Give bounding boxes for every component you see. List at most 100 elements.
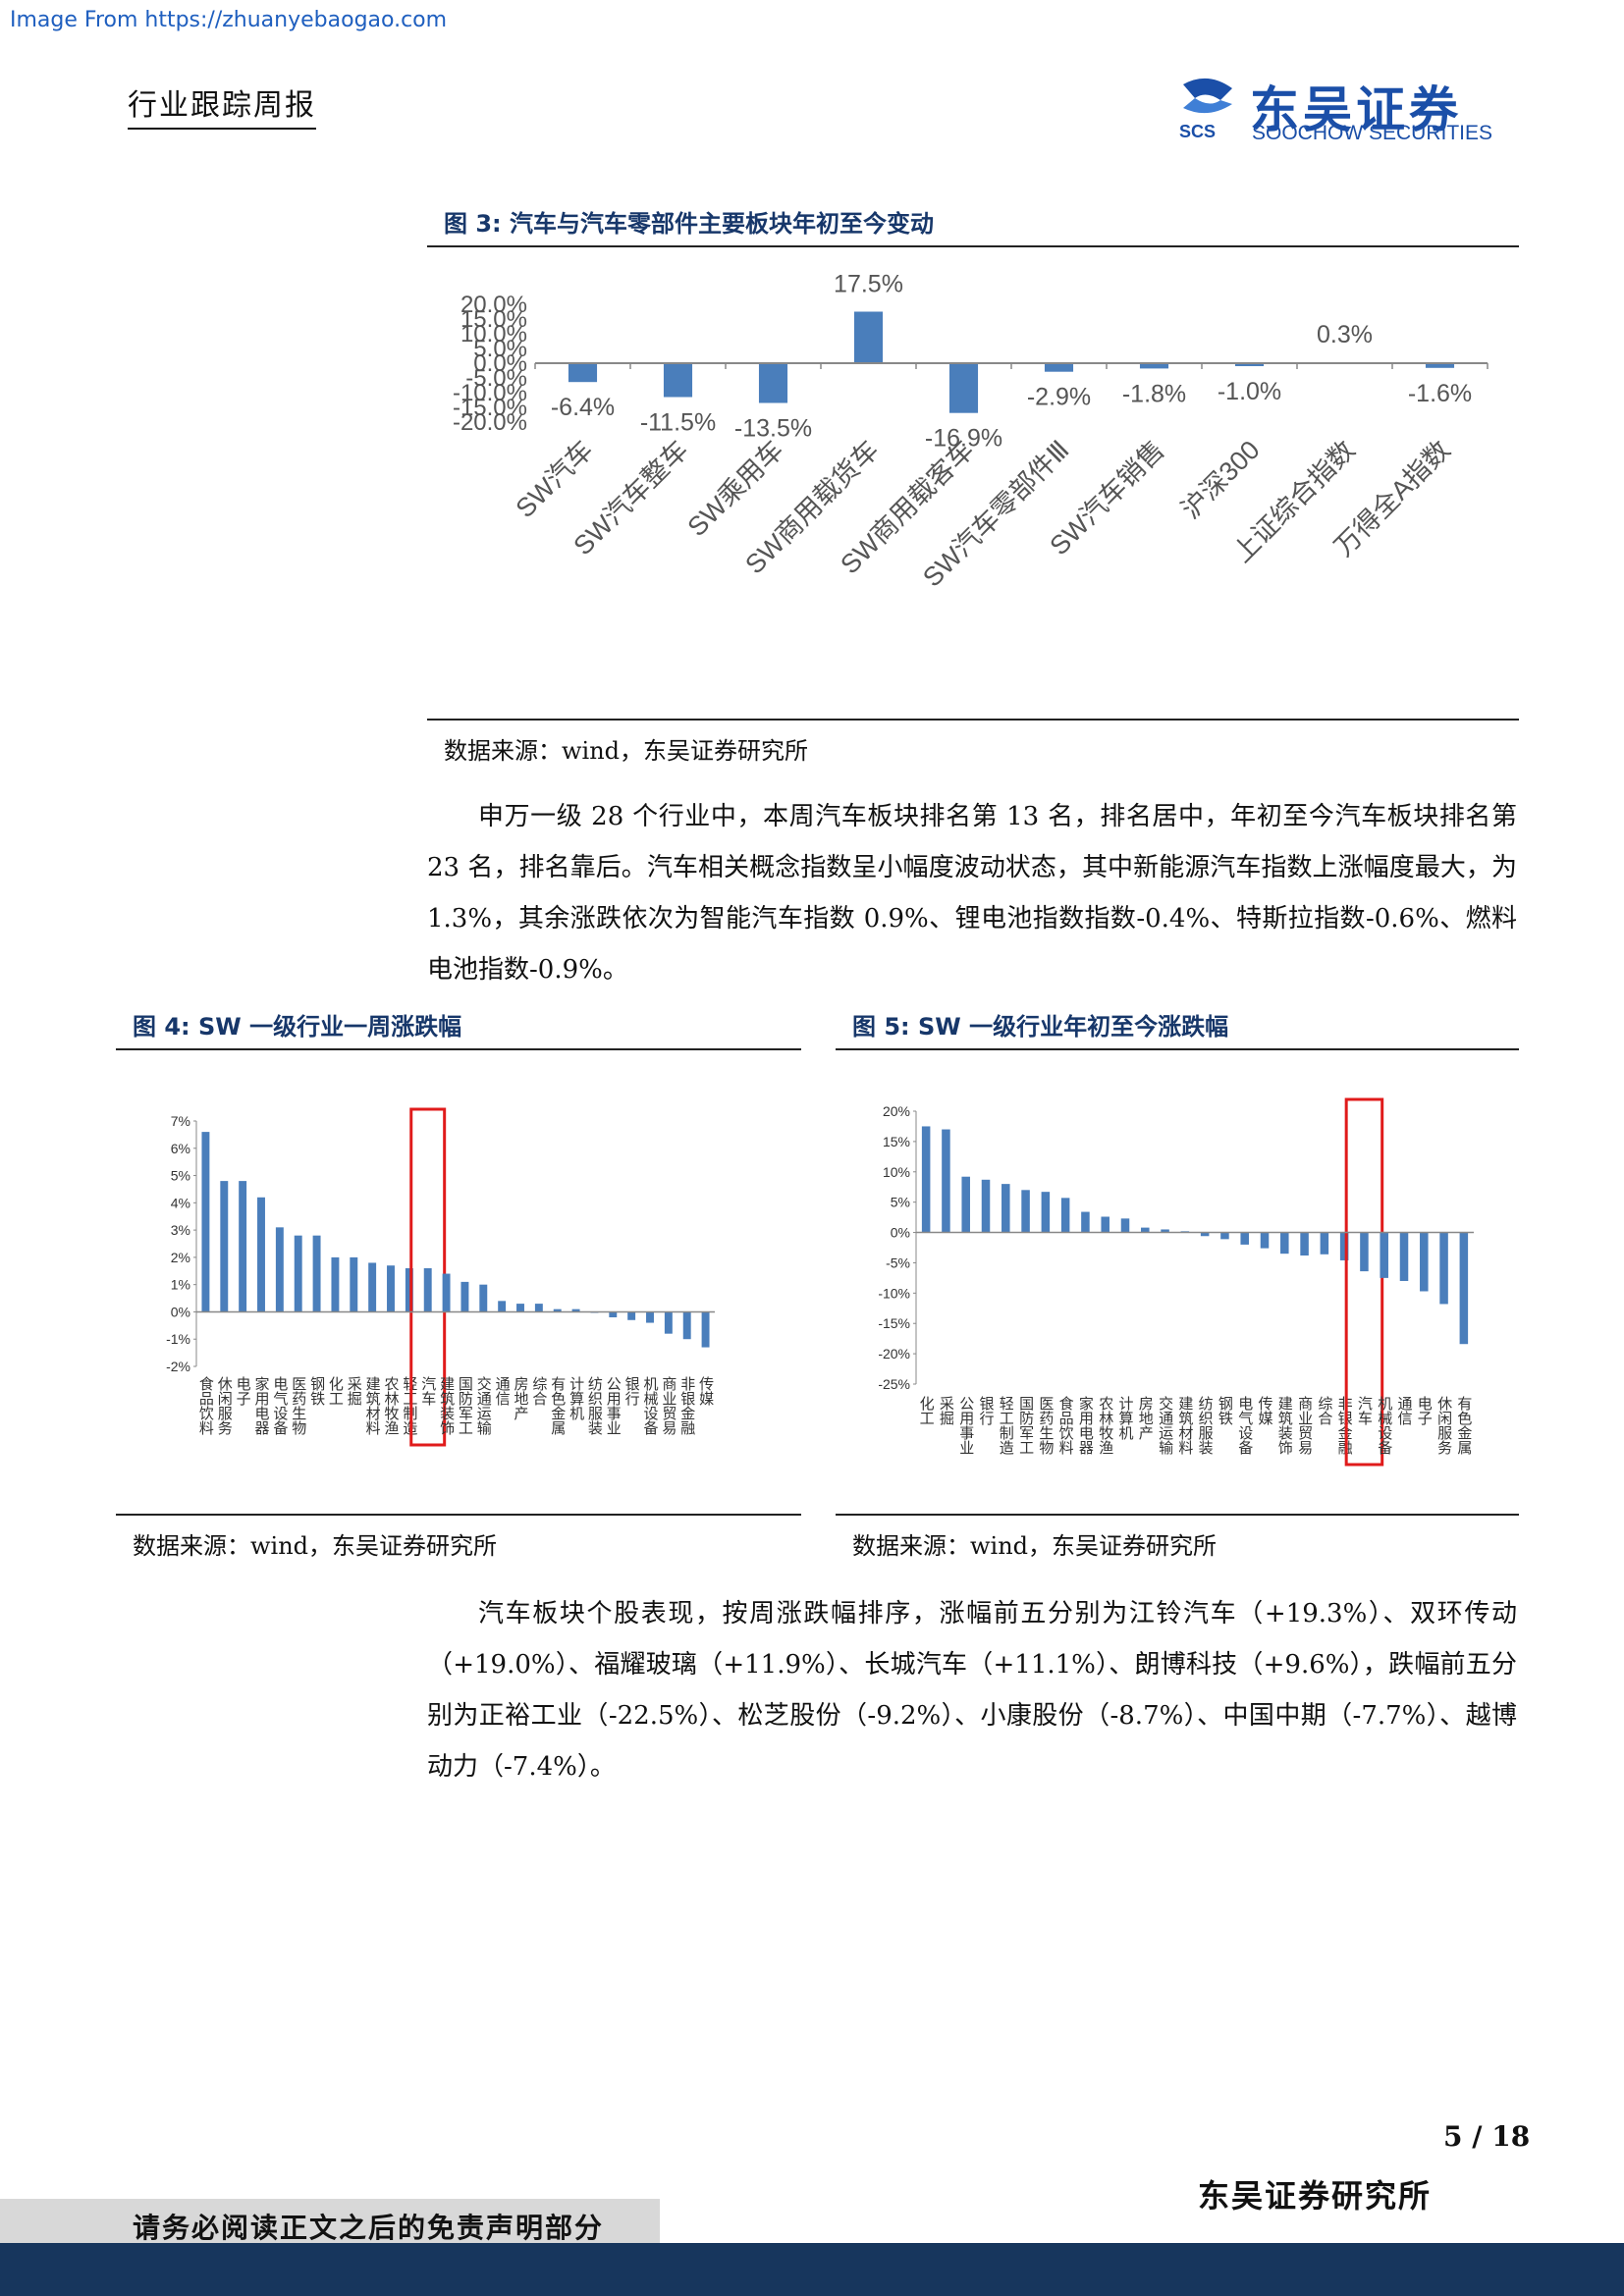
bar: [961, 1176, 970, 1233]
logo-mark-text: SCS: [1179, 122, 1216, 141]
x-tick-label: 交通运输: [1157, 1395, 1173, 1455]
x-tick-label: 电气设备: [271, 1376, 288, 1435]
y-tick-label: -5%: [886, 1255, 910, 1270]
figure4-title: 图 4: SW 一级行业一周涨跌幅: [133, 1013, 462, 1041]
figure3-title: 图 3: 汽车与汽车零部件主要板块年初至今变动: [444, 210, 935, 238]
y-tick-label: 0%: [171, 1304, 190, 1319]
paragraph-2-text: 汽车板块个股表现，按周涨跌幅排序，涨幅前五分别为江铃汽车（+19.3%）、双环传…: [427, 1599, 1517, 1782]
y-tick-label: -20%: [878, 1346, 910, 1362]
bar: [1420, 1232, 1429, 1292]
y-tick-label: -1%: [166, 1331, 190, 1347]
bar: [1399, 1232, 1409, 1281]
x-tick-label: 公用事业: [605, 1376, 622, 1435]
bar: [1459, 1232, 1469, 1345]
data-label: -1.0%: [1218, 378, 1281, 405]
logo-chinese-name: 东吴证券: [1250, 81, 1462, 138]
bar: [1280, 1232, 1289, 1255]
footer-band: [0, 2243, 1624, 2296]
x-tick-label: 沪深300: [1175, 435, 1265, 524]
bar: [294, 1235, 302, 1312]
data-label: -13.5%: [734, 415, 812, 443]
y-tick-label: 7%: [171, 1113, 190, 1129]
y-tick-label: -10.0%: [453, 380, 527, 406]
bar: [516, 1304, 524, 1312]
data-label: 0.3%: [1317, 321, 1373, 348]
figure3-bar-chart: 20.0%15.0%10.0%5.0%0.0%-5.0%-10.0%-15.0%…: [453, 271, 1489, 593]
bar: [1041, 1192, 1051, 1233]
x-tick-label: 通信: [1396, 1396, 1413, 1425]
x-tick-label: 纺织服装: [586, 1376, 603, 1435]
y-tick-label: 15.0%: [460, 306, 527, 333]
x-tick-label: 休闲服务: [1435, 1396, 1452, 1456]
figure5-source: 数据来源：wind，东吴证券研究所: [852, 1532, 1218, 1560]
bar: [682, 1311, 691, 1340]
y-tick-label: -15%: [878, 1315, 910, 1331]
data-label: 17.5%: [834, 271, 903, 298]
x-tick-label: 食品饮料: [197, 1376, 214, 1435]
x-tick-label: 钢铁: [308, 1376, 325, 1406]
bar: [1120, 1218, 1130, 1233]
x-tick-label: 家用电器: [1077, 1396, 1094, 1455]
bar: [1439, 1232, 1448, 1305]
figure3-bottom-rule: [427, 719, 1519, 721]
bar: [1339, 1232, 1349, 1260]
bar: [1021, 1190, 1030, 1233]
bar: [758, 363, 788, 403]
figure5-top-rule: [836, 1048, 1519, 1050]
bar: [627, 1311, 636, 1320]
x-tick-label: 机械设备: [1376, 1396, 1392, 1455]
bar: [1234, 363, 1265, 366]
y-tick-label: -5.0%: [465, 365, 527, 392]
highlight-box: [1344, 1097, 1384, 1467]
x-tick-label: 传媒: [1257, 1396, 1273, 1425]
x-tick-label: 银行: [978, 1396, 995, 1426]
paragraph-1-text: 申万一级 28 个行业中，本周汽车板块排名第 13 名，排名居中，年初至今汽车板…: [427, 802, 1517, 985]
bar: [1320, 1232, 1329, 1255]
x-tick-label: 建筑装饰: [1276, 1396, 1293, 1455]
x-tick-label: SW汽车: [511, 435, 599, 523]
bar: [664, 1311, 673, 1334]
x-tick-label: 综合: [1316, 1396, 1332, 1425]
x-tick-label: 采掘: [346, 1376, 362, 1407]
data-label: -2.9%: [1027, 384, 1091, 411]
data-label: -16.9%: [925, 425, 1002, 453]
x-tick-label: 轻工制造: [998, 1396, 1014, 1456]
y-tick-label: 3%: [171, 1222, 190, 1238]
bar: [1425, 363, 1455, 368]
bar: [350, 1256, 358, 1312]
x-tick-label: 建筑材料: [364, 1376, 381, 1435]
bar: [853, 311, 884, 363]
y-tick-label: 0.0%: [473, 350, 527, 377]
y-tick-label: 1%: [171, 1277, 190, 1293]
x-tick-label: 轻工制造: [401, 1376, 417, 1436]
x-tick-label: 休闲服务: [216, 1376, 233, 1436]
bar: [1060, 1198, 1070, 1233]
bar: [663, 363, 693, 398]
bar: [239, 1181, 247, 1312]
x-tick-label: 有色金属: [549, 1376, 566, 1435]
bar: [942, 1129, 950, 1233]
x-tick-label: 农林牧渔: [1097, 1396, 1113, 1455]
footer-institute: 东吴证券研究所: [1198, 2177, 1433, 2215]
x-tick-label: 交通运输: [475, 1375, 492, 1435]
bar: [442, 1273, 451, 1312]
bar: [1141, 1227, 1150, 1233]
x-tick-label: 银行: [623, 1376, 640, 1407]
bar: [568, 363, 598, 383]
x-tick-label: 商业贸易: [1296, 1396, 1313, 1455]
bar: [1220, 1232, 1229, 1240]
x-tick-label: 汽车: [1356, 1396, 1373, 1425]
bar: [921, 1126, 931, 1233]
x-tick-label: 电气设备: [1236, 1396, 1253, 1455]
y-tick-label: 15%: [883, 1134, 910, 1149]
bar: [257, 1197, 265, 1312]
bar: [201, 1132, 210, 1312]
x-tick-label: 电子: [235, 1376, 251, 1406]
x-tick-label: 医药生物: [290, 1376, 306, 1436]
x-tick-label: 钢铁: [1217, 1396, 1233, 1425]
x-tick-label: 国防军工: [457, 1376, 473, 1435]
bar: [405, 1268, 413, 1312]
y-tick-label: -20.0%: [453, 409, 527, 436]
data-label: -11.5%: [640, 409, 716, 437]
report-type-title: 行业跟踪周报: [128, 80, 316, 130]
